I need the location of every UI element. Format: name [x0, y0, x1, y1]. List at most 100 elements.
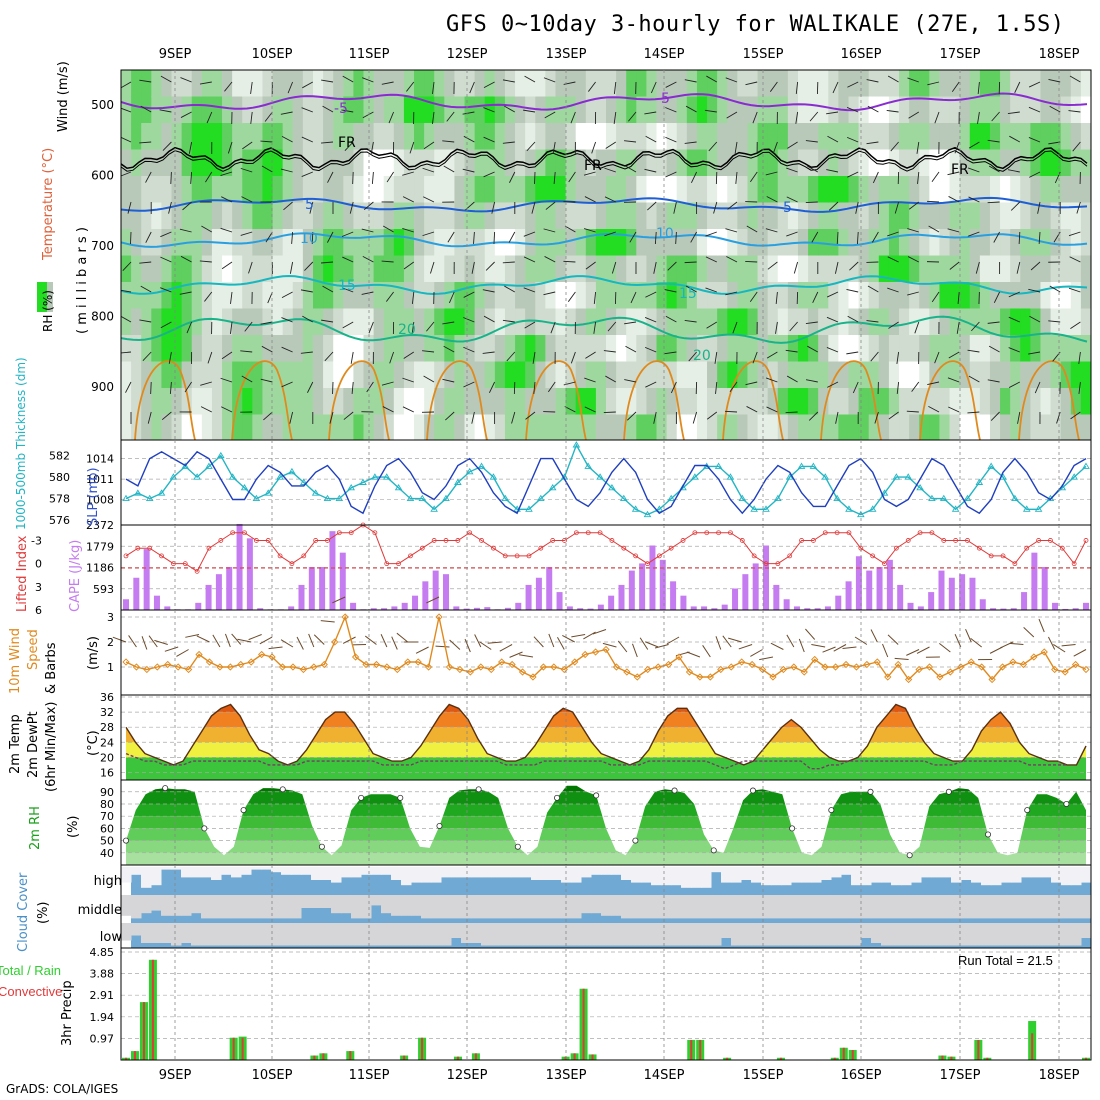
rh-cell	[949, 308, 961, 336]
rh-cell	[676, 388, 688, 415]
rh-cell	[636, 176, 648, 203]
rh-cell	[383, 414, 395, 440]
rh-cell	[252, 96, 264, 124]
upper-axis-label: ( m i l l i b a r s )	[75, 227, 90, 334]
rh-cell	[161, 123, 173, 150]
precip-conv-bar	[1031, 1033, 1034, 1060]
wind-barb	[311, 231, 314, 245]
rh-cell	[797, 176, 809, 203]
cloud-cell	[1081, 867, 1092, 883]
cloud-cell	[1061, 867, 1072, 886]
rh-cell	[909, 414, 920, 440]
rh-cell	[848, 176, 860, 203]
rh-cell	[504, 149, 516, 177]
cloud-cell	[581, 895, 592, 914]
rh-cell	[575, 123, 587, 150]
cloud-cell	[271, 867, 282, 873]
date-label-top: 9SEP	[158, 47, 192, 62]
thickness-series-point	[714, 462, 723, 469]
wind-barb	[402, 228, 414, 233]
rh-cell	[979, 229, 991, 256]
rh-cell	[808, 176, 819, 203]
rh-cell	[646, 123, 658, 150]
rh-cell	[767, 414, 779, 440]
rh-cell	[888, 176, 900, 203]
rh-cell	[121, 176, 132, 203]
rh-cell	[686, 388, 698, 415]
wind10-barb	[464, 638, 471, 653]
rh-cell	[292, 229, 304, 256]
wind10-series-point	[706, 673, 714, 681]
rh-cell	[454, 202, 466, 230]
cloud-cell	[881, 923, 892, 946]
wind10-series-point	[184, 665, 193, 674]
rh-cell	[494, 361, 506, 389]
rh-cell	[959, 361, 971, 389]
wind-barb	[422, 167, 435, 173]
cape-bar	[123, 599, 129, 610]
thickness-series-point	[537, 494, 545, 502]
rh-cell	[838, 123, 850, 150]
rh-cell	[464, 202, 476, 230]
wind10-barb	[632, 643, 638, 658]
wind-barb	[990, 411, 1000, 421]
wind-barb	[482, 289, 495, 293]
rh-cell	[969, 96, 981, 124]
wind-barb	[280, 111, 293, 115]
temp-tick: 36	[100, 691, 114, 704]
rh-cell	[1030, 123, 1042, 150]
rh-cell	[909, 388, 920, 415]
wind-barb	[690, 231, 697, 243]
rh-cell	[1000, 96, 1011, 124]
cape-tick: 1186	[86, 562, 114, 575]
rh-cell	[899, 176, 910, 203]
rh-cell	[1040, 70, 1052, 97]
wind-barb	[543, 228, 556, 233]
cloud-cell	[1011, 895, 1022, 919]
isotherm-warm	[623, 360, 685, 440]
rh-cell	[646, 176, 658, 203]
rh-point	[632, 837, 639, 844]
rh-cell	[555, 176, 567, 203]
wind-barb	[169, 381, 172, 394]
cloud-cell	[311, 895, 322, 908]
rh-cell	[858, 388, 870, 415]
rh-cell	[424, 149, 435, 177]
wind-barb	[182, 201, 192, 211]
rh-cell	[1060, 229, 1072, 256]
rh-cell	[555, 361, 567, 389]
rh-cell	[949, 282, 961, 309]
wind10-barb	[666, 636, 680, 645]
cape-bar	[535, 577, 542, 610]
cloud-cell	[1031, 923, 1042, 946]
wind-barb	[705, 256, 717, 263]
rh-cell	[1070, 176, 1082, 203]
wind-barb	[324, 351, 334, 362]
wind-barb	[366, 381, 374, 393]
wind-barb	[852, 381, 859, 394]
cloud-cell	[391, 895, 402, 916]
wind-barb	[684, 79, 697, 83]
cape-bar	[350, 602, 357, 610]
thickness-series-point	[228, 473, 237, 480]
rh-cell	[171, 229, 183, 256]
rh-cell	[232, 335, 243, 362]
wind-barb	[775, 321, 778, 334]
wind-barb	[389, 351, 395, 364]
wind-barb	[524, 321, 536, 329]
wind-barb	[1076, 201, 1081, 214]
rh-cell	[737, 282, 749, 309]
wind10-series-point	[654, 663, 662, 671]
rh-cell	[343, 123, 354, 150]
precip-conv-bar	[349, 1051, 352, 1060]
cloud-cell	[291, 923, 302, 946]
rh-cell	[525, 123, 536, 150]
wind10-series-point	[873, 658, 881, 666]
rh-cell	[454, 308, 466, 336]
rh-cell	[838, 335, 850, 362]
wind-barb	[350, 351, 354, 364]
rh-band	[126, 828, 1086, 841]
wind-barb	[684, 261, 697, 264]
wind10-series-point	[258, 650, 266, 659]
t2m-unit: (°C)	[86, 730, 101, 756]
